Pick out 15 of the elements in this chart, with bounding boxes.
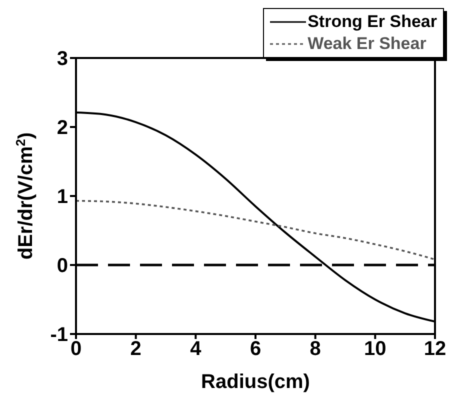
y-tick-label: 1 <box>56 186 68 208</box>
x-tick-label: 6 <box>250 338 262 360</box>
x-tick-label: 12 <box>424 338 446 360</box>
line-series <box>76 200 435 260</box>
legend-label: Strong Er Shear <box>306 11 437 33</box>
legend-label: Weak Er Shear <box>306 33 428 55</box>
x-tick-label: 2 <box>130 338 142 360</box>
x-tick-label: 4 <box>190 338 202 360</box>
y-tick-label: 2 <box>56 117 68 140</box>
x-axis-title: Radius(cm) <box>201 371 310 393</box>
y-tick-label: -1 <box>50 324 68 346</box>
x-tick-label: 8 <box>310 338 321 360</box>
y-tick-label: 3 <box>56 48 68 70</box>
x-tick-label: 10 <box>364 338 386 360</box>
y-tick-label: 0 <box>56 255 68 278</box>
